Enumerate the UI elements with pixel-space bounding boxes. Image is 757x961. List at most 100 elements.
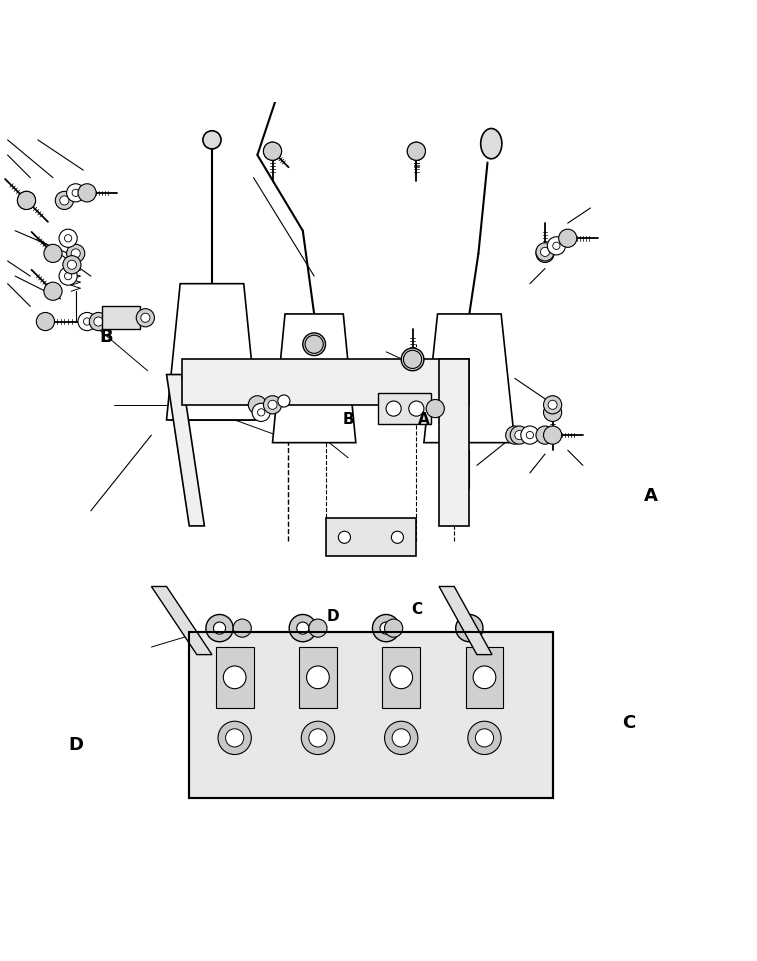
Circle shape: [390, 666, 413, 689]
Bar: [466, 647, 503, 707]
Circle shape: [301, 721, 335, 754]
Circle shape: [536, 243, 554, 261]
Ellipse shape: [277, 30, 298, 61]
Circle shape: [544, 404, 562, 422]
Polygon shape: [439, 586, 492, 654]
Polygon shape: [273, 314, 356, 443]
Circle shape: [407, 142, 425, 160]
Circle shape: [401, 348, 424, 371]
Polygon shape: [151, 586, 212, 654]
Circle shape: [263, 396, 282, 414]
Circle shape: [78, 312, 96, 331]
Circle shape: [380, 622, 392, 634]
Circle shape: [218, 721, 251, 754]
Circle shape: [71, 249, 80, 258]
Circle shape: [303, 333, 326, 356]
Circle shape: [213, 622, 226, 634]
Circle shape: [59, 229, 77, 247]
Circle shape: [67, 184, 85, 202]
Circle shape: [473, 666, 496, 689]
Circle shape: [233, 619, 251, 637]
Bar: [189, 632, 553, 799]
Circle shape: [94, 317, 103, 326]
Circle shape: [141, 313, 150, 322]
Circle shape: [67, 244, 85, 262]
Circle shape: [307, 666, 329, 689]
Circle shape: [44, 244, 62, 262]
Circle shape: [297, 622, 309, 634]
Circle shape: [55, 191, 73, 209]
Circle shape: [72, 189, 79, 196]
Ellipse shape: [481, 129, 502, 159]
Bar: [299, 647, 337, 707]
Circle shape: [409, 401, 424, 416]
Text: C: C: [621, 714, 635, 731]
Circle shape: [59, 267, 77, 285]
Circle shape: [89, 312, 107, 331]
Text: A: A: [418, 412, 430, 428]
Circle shape: [136, 308, 154, 327]
Circle shape: [252, 404, 270, 422]
Circle shape: [63, 256, 81, 274]
Circle shape: [526, 431, 534, 439]
Polygon shape: [424, 314, 515, 443]
Bar: [189, 632, 553, 799]
Circle shape: [559, 229, 577, 247]
Circle shape: [521, 426, 539, 444]
Circle shape: [540, 247, 550, 257]
Text: C: C: [411, 602, 422, 617]
Circle shape: [468, 721, 501, 754]
Circle shape: [263, 142, 282, 160]
Circle shape: [544, 396, 562, 414]
Circle shape: [372, 614, 400, 642]
Circle shape: [60, 196, 69, 205]
Text: B: B: [342, 412, 354, 428]
Circle shape: [506, 426, 524, 444]
Bar: [326, 518, 416, 556]
Circle shape: [305, 335, 323, 354]
Polygon shape: [182, 359, 469, 405]
Circle shape: [553, 242, 560, 250]
Circle shape: [67, 260, 76, 269]
Circle shape: [223, 666, 246, 689]
Circle shape: [203, 131, 221, 149]
Circle shape: [36, 312, 55, 331]
Circle shape: [386, 401, 401, 416]
Polygon shape: [167, 375, 204, 526]
Text: D: D: [327, 609, 339, 625]
Circle shape: [268, 401, 277, 409]
Circle shape: [536, 244, 554, 262]
Circle shape: [64, 234, 72, 242]
Circle shape: [64, 273, 72, 280]
Polygon shape: [439, 359, 469, 526]
Bar: [378, 393, 431, 424]
Circle shape: [463, 622, 475, 634]
Circle shape: [309, 619, 327, 637]
Circle shape: [456, 614, 483, 642]
Circle shape: [515, 431, 524, 439]
Circle shape: [548, 401, 557, 409]
Circle shape: [536, 426, 554, 444]
Text: A: A: [644, 486, 658, 505]
Circle shape: [278, 395, 290, 407]
Circle shape: [510, 426, 528, 444]
Circle shape: [407, 142, 425, 160]
Circle shape: [338, 531, 350, 543]
Bar: [216, 647, 254, 707]
Circle shape: [206, 614, 233, 642]
Circle shape: [547, 236, 565, 255]
Circle shape: [426, 400, 444, 418]
Circle shape: [385, 721, 418, 754]
Circle shape: [289, 614, 316, 642]
Circle shape: [248, 396, 266, 414]
Polygon shape: [167, 283, 257, 420]
Circle shape: [263, 142, 282, 160]
Text: B: B: [99, 328, 113, 346]
Circle shape: [17, 191, 36, 209]
Circle shape: [403, 351, 422, 368]
Circle shape: [391, 531, 403, 543]
Circle shape: [385, 619, 403, 637]
Circle shape: [475, 728, 494, 747]
Circle shape: [226, 728, 244, 747]
Circle shape: [83, 318, 91, 325]
